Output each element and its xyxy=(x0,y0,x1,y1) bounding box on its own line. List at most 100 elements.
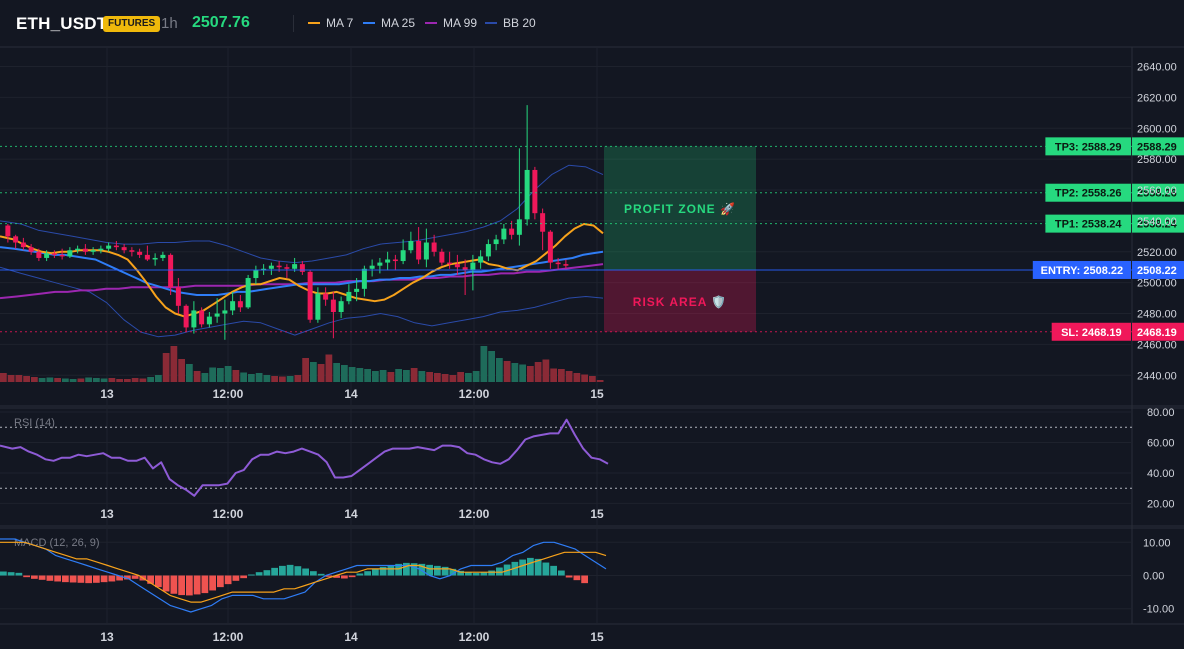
symbol-label[interactable]: ETH_USDT xyxy=(16,14,108,33)
volume-bar xyxy=(124,379,131,382)
candle-body xyxy=(168,254,174,288)
candle-body xyxy=(416,240,422,260)
volume-bar xyxy=(348,367,356,382)
candle-body xyxy=(501,228,507,240)
level-axis-tag xyxy=(1132,137,1184,156)
candle-body xyxy=(454,264,460,268)
candle-body xyxy=(555,262,561,265)
macd-histogram-bar xyxy=(108,575,116,582)
volume-bar xyxy=(201,373,209,382)
candle-body xyxy=(160,254,166,258)
volume-bars xyxy=(0,346,604,382)
bb-lower-line xyxy=(0,266,604,338)
time-tick-label: 14 xyxy=(344,630,358,644)
macd-histogram-bar xyxy=(403,562,410,576)
trade-levels: TP3: 2588.29 2588.29 TP2: 2558.26 2558.26 TP… xyxy=(0,137,1184,341)
candle-body xyxy=(516,219,522,235)
level-tag-label: TP1: 2538.24 xyxy=(1055,219,1123,231)
volume-bar xyxy=(77,378,85,382)
volume-bar xyxy=(410,368,418,382)
volume-bar xyxy=(511,363,519,382)
macd-histogram-bar xyxy=(7,572,15,576)
grid-lines xyxy=(0,46,1184,625)
volume-bar xyxy=(558,369,565,382)
time-tick-label: 13 xyxy=(100,630,114,644)
price-tick-label: 2560.00 xyxy=(1137,185,1177,197)
macd-histogram-bar xyxy=(379,566,387,576)
candle-body xyxy=(28,247,34,252)
profit-zone xyxy=(604,146,756,270)
candle-body xyxy=(51,253,57,255)
time-tick-label: 12:00 xyxy=(459,507,490,521)
volume-bar xyxy=(178,359,185,382)
candle-body xyxy=(253,270,259,279)
macd-histogram-bar xyxy=(317,573,325,576)
macd-histogram-bar xyxy=(457,570,464,576)
macd-histogram-bar xyxy=(294,566,302,576)
macd-histogram-bar xyxy=(387,565,395,576)
macd-histogram-bar xyxy=(519,559,526,576)
candle-body xyxy=(67,250,73,257)
volume-bar xyxy=(240,372,247,382)
candle-body xyxy=(152,257,158,260)
candle-body xyxy=(400,250,406,262)
candle-body xyxy=(563,264,569,266)
volume-bar xyxy=(434,373,441,382)
candle-body xyxy=(509,228,515,235)
legend-ma25[interactable]: MA 25 xyxy=(363,16,415,30)
volume-bar xyxy=(565,371,573,382)
volume-bar xyxy=(54,378,61,382)
candle-body xyxy=(408,240,414,251)
price-tick-label: 2600.00 xyxy=(1137,123,1177,135)
macd-histogram-bar xyxy=(325,575,333,577)
macd-histogram-bar xyxy=(550,565,557,576)
volume-bar xyxy=(550,368,557,382)
ma25-line xyxy=(0,246,604,296)
level-axis-label: 2588.29 xyxy=(1137,141,1177,153)
candle-body xyxy=(315,293,321,320)
volume-bar xyxy=(31,377,38,382)
legend-bb20[interactable]: BB 20 xyxy=(485,16,536,30)
volume-bar xyxy=(480,346,488,382)
volume-bar xyxy=(341,365,348,382)
candle-body xyxy=(299,264,305,272)
candle-body xyxy=(338,301,344,312)
level-tag-label: TP3: 2588.29 xyxy=(1055,141,1122,153)
legend-ma7[interactable]: MA 7 xyxy=(308,16,353,30)
legend-ma99[interactable]: MA 99 xyxy=(425,16,477,30)
time-tick-label: 14 xyxy=(344,387,358,401)
candle-body xyxy=(524,169,530,220)
rsi-tick-label: 20.00 xyxy=(1147,498,1175,510)
candle-body xyxy=(323,293,329,300)
volume-bar xyxy=(426,372,433,382)
macd-tick-label: 10.00 xyxy=(1143,537,1171,549)
volume-bar xyxy=(7,375,15,382)
volume-bar xyxy=(387,372,395,382)
candle-body xyxy=(431,242,437,252)
volume-bar xyxy=(271,376,278,382)
macd-histogram-bar xyxy=(426,564,433,576)
time-tick-label: 12:00 xyxy=(459,387,490,401)
price-tick-label: 2440.00 xyxy=(1137,370,1177,382)
macd-histogram-bar xyxy=(581,575,588,584)
level-axis-tag xyxy=(1132,183,1184,202)
macd-histogram-bar xyxy=(542,562,550,576)
macd-histogram-bar xyxy=(124,575,131,580)
candle-body xyxy=(392,259,398,262)
macd-histogram-bar xyxy=(131,575,139,579)
level-tag-label: TP2: 2558.26 xyxy=(1055,188,1122,200)
candle-body xyxy=(540,213,546,232)
rsi-pane: 80.00 60.00 40.00 20.00 RSI (14) xyxy=(0,407,1175,510)
volume-bar xyxy=(38,378,46,382)
candle-body xyxy=(377,262,383,266)
timeframe-label[interactable]: 1h xyxy=(161,15,178,32)
macd-histogram-bar xyxy=(333,575,340,578)
level-tag xyxy=(1045,183,1131,202)
level-axis-label: 2558.26 xyxy=(1137,188,1177,200)
candle-body xyxy=(462,267,468,271)
level-tag xyxy=(1032,260,1131,279)
candle-body xyxy=(330,299,336,312)
price-tick-label: 2580.00 xyxy=(1137,154,1177,166)
volume-bar xyxy=(302,358,309,382)
